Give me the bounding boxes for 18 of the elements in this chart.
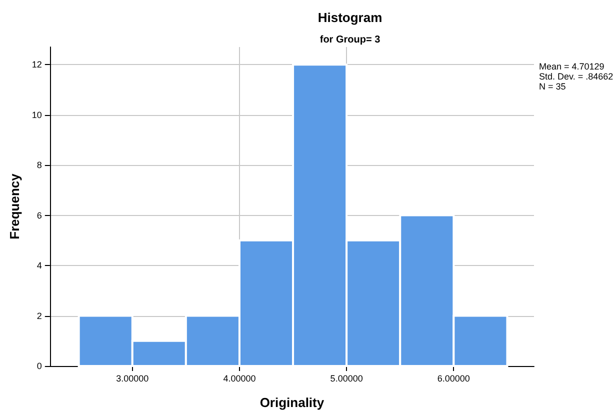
x-tick-label: 5.00000 (330, 374, 363, 384)
x-tick-label: 6.00000 (437, 374, 470, 384)
chart-subtitle: for Group= 3 (320, 34, 381, 46)
y-tick-label: 6 (36, 210, 42, 220)
text: N = 35 (539, 82, 566, 92)
x-tick-label: 4.00000 (223, 374, 256, 384)
chart-title: Histogram (318, 10, 382, 25)
x-axis-title: Originality (260, 395, 325, 410)
y-axis-title: Frequency (7, 172, 22, 240)
x-tick-label: 3.00000 (116, 374, 149, 384)
y-tick-label: 8 (36, 160, 42, 170)
y-tick-label: 12 (32, 60, 42, 70)
y-tick-label: 4 (36, 260, 42, 271)
text: Mean = 4.70129 (539, 62, 604, 72)
y-tick-label: 10 (32, 110, 42, 120)
text: Std. Dev. = .84662 (539, 72, 614, 82)
y-tick-label: 2 (36, 310, 42, 321)
y-tick-label: 0 (36, 361, 42, 371)
